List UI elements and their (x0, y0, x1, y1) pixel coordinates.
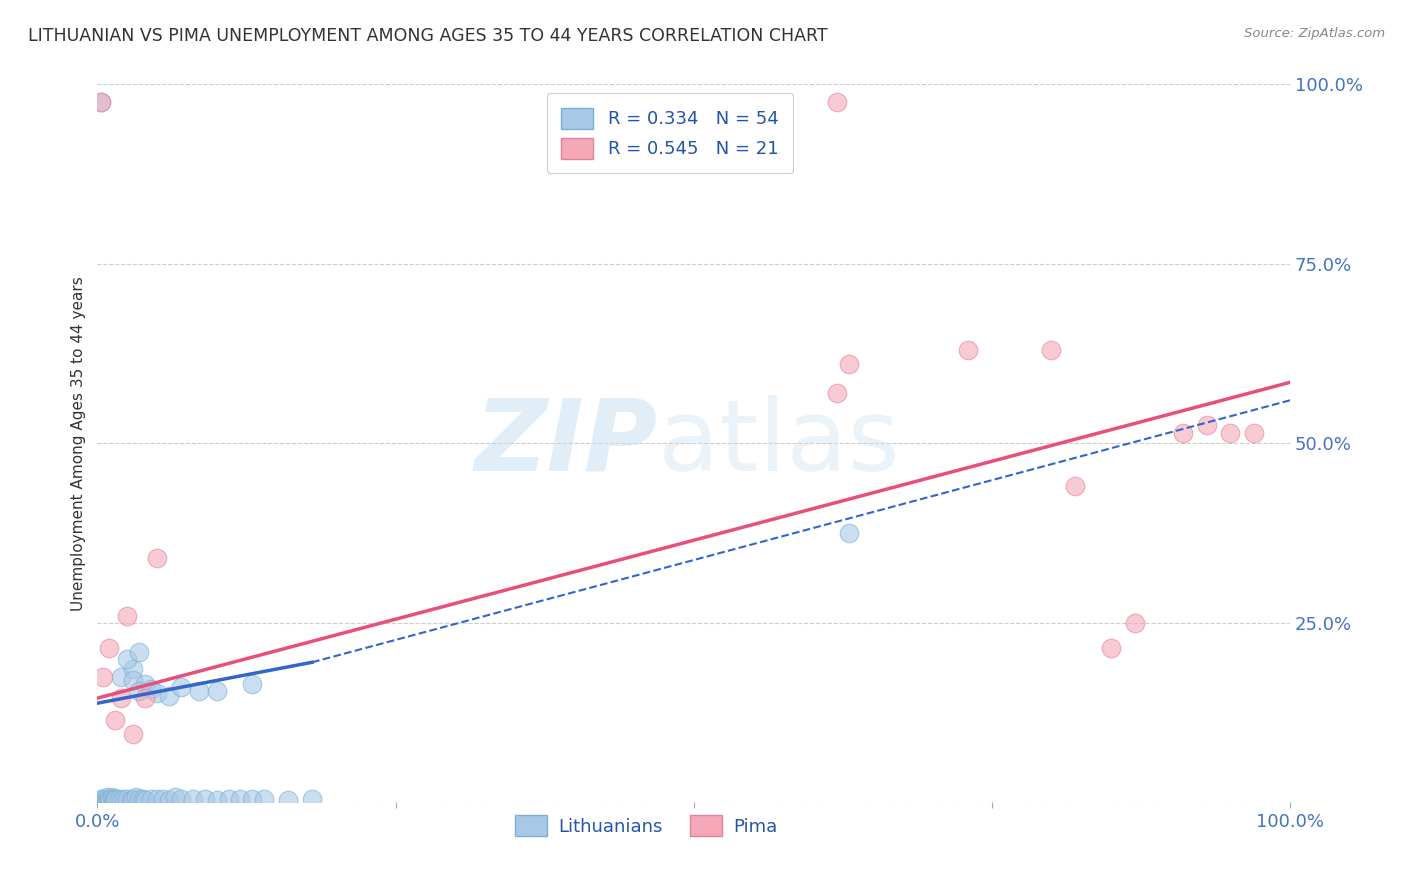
Point (94, 791, 117, 805)
Point (103, 791, 125, 805)
Point (134, 793, 156, 807)
Text: LITHUANIAN VS PIMA UNEMPLOYMENT AMONG AGES 35 TO 44 YEARS CORRELATION CHART: LITHUANIAN VS PIMA UNEMPLOYMENT AMONG AG… (28, 27, 828, 45)
Point (134, 691, 156, 706)
Point (170, 681, 193, 695)
Text: ZIP: ZIP (475, 395, 658, 491)
Point (146, 551, 169, 566)
Point (104, 793, 127, 807)
Point (218, 791, 240, 805)
Point (838, 358, 860, 372)
Point (157, 689, 180, 703)
Point (122, 673, 145, 688)
Point (134, 677, 156, 691)
Point (139, 791, 162, 805)
Point (152, 791, 174, 805)
Point (157, 793, 180, 807)
Point (91, 670, 114, 684)
Point (90, 95, 112, 110)
Point (139, 681, 162, 696)
Point (205, 793, 228, 807)
Point (1064, 479, 1087, 493)
Point (90, 95, 112, 110)
Point (112, 791, 135, 805)
Point (242, 791, 264, 805)
Point (122, 791, 145, 805)
Point (122, 663, 145, 677)
Point (124, 789, 146, 804)
Point (128, 791, 150, 805)
Point (98, 793, 121, 807)
Point (146, 791, 169, 805)
Point (115, 651, 138, 665)
Point (115, 608, 138, 623)
Point (131, 791, 153, 805)
Point (194, 791, 217, 805)
Point (100, 789, 122, 804)
Point (115, 791, 138, 805)
Point (96, 789, 118, 804)
Point (90, 791, 112, 805)
Point (1099, 640, 1122, 655)
Point (205, 684, 228, 698)
Point (146, 686, 169, 700)
Point (120, 793, 142, 807)
Point (1040, 343, 1063, 357)
Y-axis label: Unemployment Among Ages 35 to 44 years: Unemployment Among Ages 35 to 44 years (72, 276, 86, 611)
Point (838, 526, 860, 541)
Point (1171, 425, 1194, 440)
Point (825, 386, 848, 401)
Point (108, 791, 131, 805)
Point (128, 684, 150, 698)
Point (1243, 425, 1265, 440)
Point (97, 791, 120, 805)
Point (170, 791, 193, 805)
Point (105, 791, 128, 805)
Point (229, 791, 252, 805)
Point (93, 793, 115, 807)
Point (1195, 418, 1218, 433)
Point (100, 791, 122, 805)
Point (110, 670, 132, 684)
Point (110, 793, 132, 807)
Point (163, 789, 186, 804)
Point (181, 791, 204, 805)
Point (101, 791, 124, 805)
Point (91, 791, 114, 805)
Text: atlas: atlas (658, 395, 900, 491)
Text: Source: ZipAtlas.com: Source: ZipAtlas.com (1244, 27, 1385, 40)
Point (98, 640, 121, 655)
Point (277, 793, 299, 807)
Point (104, 713, 127, 727)
Point (956, 343, 979, 357)
Point (1123, 615, 1146, 630)
Point (301, 791, 323, 805)
Point (187, 684, 209, 698)
Point (110, 691, 132, 706)
Point (1219, 425, 1241, 440)
Point (128, 644, 150, 658)
Point (242, 677, 264, 691)
Point (825, 95, 848, 110)
Legend: Lithuanians, Pima: Lithuanians, Pima (508, 808, 785, 844)
Point (122, 727, 145, 741)
Point (253, 791, 276, 805)
